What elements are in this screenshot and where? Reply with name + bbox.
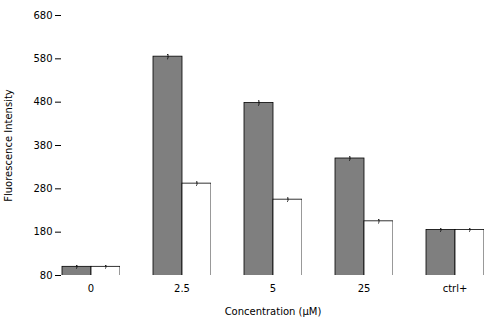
svg-text:25: 25 <box>358 283 371 294</box>
svg-text:480: 480 <box>33 96 52 107</box>
svg-text:0: 0 <box>88 283 94 294</box>
svg-text:580: 580 <box>33 53 52 64</box>
svg-text:Concentration (μM): Concentration (μM) <box>225 306 322 317</box>
svg-text:ctrl+: ctrl+ <box>443 283 468 294</box>
svg-text:680: 680 <box>33 10 52 21</box>
svg-text:Fluorescence Intensity: Fluorescence Intensity <box>3 89 14 202</box>
svg-text:5: 5 <box>270 283 276 294</box>
svg-text:80: 80 <box>40 270 53 281</box>
svg-text:2.5: 2.5 <box>174 283 190 294</box>
svg-text:180: 180 <box>33 226 52 237</box>
svg-text:380: 380 <box>33 140 52 151</box>
svg-text:280: 280 <box>33 183 52 194</box>
